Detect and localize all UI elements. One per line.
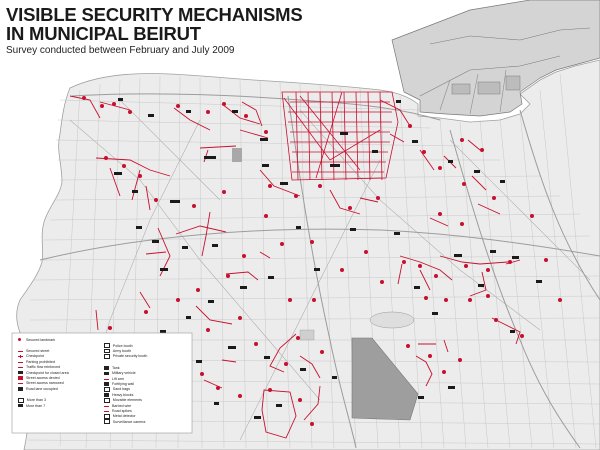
road-spikes-icon [104,410,109,412]
legend-label: Metal detector [112,414,136,419]
sand-bags-icon [104,387,110,392]
map-subtitle: Survey conducted between February and Ju… [6,45,235,56]
downtown-secured-zone [281,91,399,181]
heavy-blocks-icon [104,393,109,397]
legend-item: Fortifying wall [104,381,184,386]
legend-item: Sand bags [104,387,184,392]
legend-label: Private security booth [112,354,148,359]
legend-item: Checkpoint [18,354,96,359]
legend-item: Checkpoint for closed area [18,370,96,375]
legend-label: Traffic flow reinforced [26,365,61,370]
legend-item: Movable elements [104,397,184,403]
title-block: VISIBLE SECURITY MECHANISMS IN MUNICIPAL… [6,4,303,56]
traffic-flow-reinforced-icon [18,367,23,369]
legend-column-2: Police booth Army booth Private security… [104,337,184,425]
legend-frame [11,332,193,434]
legend-label: Street access narrowed [26,381,64,386]
legend-item: Secured landmark [18,337,96,342]
street-access-narrowed-icon [18,383,23,385]
barbed-wire-icon [104,405,109,407]
legend-label: Police booth [112,343,133,348]
road-lane-occupied-icon [18,387,23,391]
legend-item: Street access narrowed [18,381,96,386]
legend-label: Secured street [26,349,50,354]
legend-item: Heavy blocks [104,392,184,397]
hippodrome [232,148,242,162]
port-area [391,0,600,117]
legend-label: More than 7 [26,403,46,408]
legend-label: Secured landmark [25,337,56,342]
police-booth-icon [104,343,110,348]
legend-label: Surveillance camera [112,419,146,424]
parking-prohibited-icon [18,361,23,363]
legend-item: Military vehicle [104,371,184,376]
legend-item: Barbed wire [104,403,184,408]
legend-label: Lift arm [112,376,124,381]
green-spaces [232,148,419,421]
legend-item: Army booth [104,348,184,354]
secured-street-icon [18,351,23,353]
pine-forest [351,337,419,421]
legend-item: Secured street [18,348,96,353]
legend-label: Barbed wire [112,403,132,408]
army-booth-icon [104,348,110,354]
legend-item: Street access denied [18,375,96,380]
legend-item: Road spikes [104,408,184,413]
checkpoint-icon [18,354,23,359]
map-title-line2: IN MUNICIPAL BEIRUT [6,23,201,44]
secured-landmark-icon [18,338,22,342]
legend-label: Sand bags [112,387,130,392]
private-security-booth-icon [104,354,110,359]
legend-item: Parking prohibited [18,359,96,364]
legend-item: Tank [104,365,184,370]
legend-label: Army booth [112,349,132,354]
legend-label: More than 3 [26,398,46,403]
legend-label: Checkpoint [26,354,44,359]
lift-arm-icon [104,378,109,380]
tank-icon [104,366,109,370]
legend-item: Lift arm [104,376,184,381]
more-than-7-icon [18,403,23,408]
legend-label: Parking prohibited [26,359,55,364]
legend-item: Police booth [104,343,184,348]
fortifying-wall-icon [104,382,109,386]
legend-label: Street access denied [26,376,60,381]
legend-label: Movable elements [112,398,142,403]
checkpoint-closed-area-icon [18,370,23,375]
legend-item: More than 3 [18,397,96,403]
legend-label: Road spikes [112,408,132,413]
more-than-3-icon [18,397,24,403]
map-legend: Secured landmark Secured street Checkpoi… [12,333,192,433]
legend-label: Tank [112,365,120,370]
street-access-denied-icon [18,376,23,380]
metal-detector-icon [104,414,110,419]
military-vehicle-icon [104,371,109,375]
legend-item: Traffic flow reinforced [18,365,96,370]
legend-item: Road lane occupied [18,386,96,391]
legend-item: Surveillance camera [104,419,184,425]
legend-item: Private security booth [104,354,184,359]
surveillance-camera-icon [104,419,110,425]
legend-item: Metal detector [104,414,184,419]
movable-elements-icon [104,397,110,403]
legend-label: Heavy blocks [112,392,134,397]
legend-label: Checkpoint for closed area [26,370,69,375]
legend-item: More than 7 [18,403,96,408]
legend-label: Fortifying wall [112,382,134,387]
legend-column-1: Secured landmark Secured street Checkpoi… [18,337,96,408]
map-title-line1: VISIBLE SECURITY MECHANISMS [6,4,303,25]
legend-label: Road lane occupied [26,386,58,391]
legend-label: Military vehicle [112,371,136,376]
